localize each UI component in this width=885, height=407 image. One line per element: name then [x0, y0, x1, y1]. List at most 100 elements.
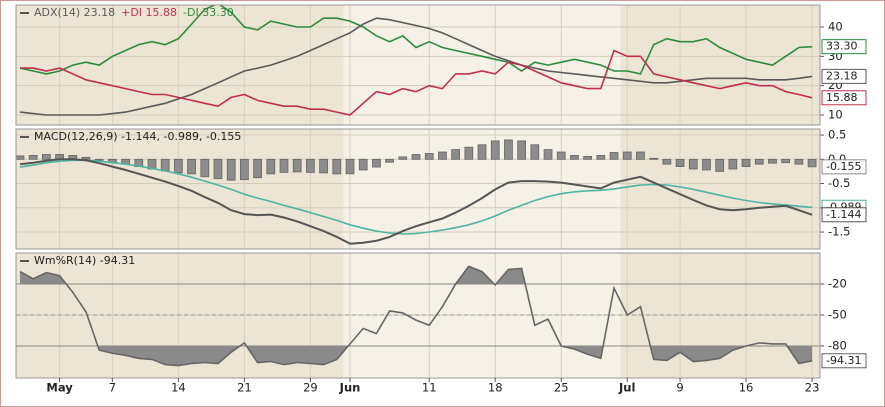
y-tick-label: -50 [828, 307, 847, 321]
x-tick-label: 29 [303, 381, 318, 395]
legend-entry: -DI 33.30 [183, 6, 234, 19]
histogram-bar [213, 158, 223, 180]
histogram-bar [702, 158, 711, 171]
last-value-box [821, 159, 867, 175]
y-tick-label: 10 [828, 108, 843, 122]
histogram-bar [358, 158, 368, 171]
histogram-bar [160, 158, 170, 172]
legend-text: MACD(12,26,9) -1.144, -0.989, -0.155 [34, 130, 241, 143]
histogram-bar [794, 158, 804, 165]
histogram-bar [609, 152, 619, 160]
histogram-bar [319, 158, 328, 174]
histogram-bar [424, 153, 434, 160]
plot [19, 5, 813, 116]
y-tick-label: -0.5 [828, 176, 850, 190]
panel: 0.50.0-0.5-1.0-1.5-0.155-0.989-1.144MACD… [15, 128, 867, 250]
histogram-bar [807, 158, 817, 168]
histogram-bar [622, 151, 632, 160]
panel-border [15, 4, 821, 126]
x-tick-label: May [46, 381, 73, 395]
last-value-box [821, 353, 867, 369]
legend-entry: +DI 15.88 [121, 6, 177, 19]
histogram-bar [728, 158, 738, 170]
histogram-bar [81, 156, 91, 160]
panel-border [15, 128, 821, 250]
last-value-label: -0.155 [826, 160, 861, 173]
x-tick-label: 14 [171, 381, 186, 395]
last-value-label: 15.88 [826, 91, 858, 104]
y-tick-label: 40 [828, 20, 843, 34]
histogram-bar [266, 158, 276, 175]
y-tick-label: -1.5 [828, 225, 850, 239]
histogram-bar [741, 158, 751, 167]
histogram-bar [583, 155, 593, 160]
histogram-bar [570, 155, 579, 160]
histogram-bar [649, 157, 659, 160]
histogram-bar [517, 140, 526, 160]
histogram-bar [754, 158, 764, 165]
series-line [19, 17, 813, 116]
histogram-bar [345, 158, 355, 175]
series-line [19, 158, 813, 245]
histogram-bar [675, 158, 685, 167]
x-tick-label: 18 [488, 381, 503, 395]
histogram-bar [292, 158, 302, 173]
x-tick-label: 23 [805, 381, 820, 395]
x-tick-label: 16 [739, 381, 754, 395]
y-tick-label: -20 [828, 276, 847, 290]
histogram-bar [438, 151, 447, 160]
histogram-bar [688, 158, 698, 170]
histogram-bar [226, 158, 236, 181]
histogram-bar [411, 154, 421, 160]
histogram-bar [306, 158, 315, 173]
histogram-bar [556, 151, 566, 160]
overbought-fill [19, 266, 526, 284]
panel-border [15, 252, 821, 379]
panel: -20 -50 -80 -94.31 Wm%R(14) -94.31 May 7 14 21 29… [15, 252, 867, 395]
last-value-label: -1.144 [826, 208, 861, 221]
x-tick-label: Jul [618, 381, 635, 395]
histogram-bar [662, 158, 672, 165]
histogram-bar [398, 156, 408, 160]
series-line [19, 5, 813, 75]
histogram-bar [240, 158, 249, 181]
histogram-bar [16, 155, 25, 160]
histogram-bar [279, 158, 289, 173]
histogram-bar [477, 144, 487, 160]
month-shade [16, 129, 344, 249]
legend: Wm%R(14) -94.31 [34, 254, 135, 267]
histogram-bar [504, 139, 513, 160]
y-tick-label: -80 [828, 338, 847, 352]
last-value-label: 23.18 [826, 69, 858, 82]
last-value-label: 33.30 [826, 40, 858, 53]
last-value-box [821, 90, 867, 106]
histogram-bar [596, 155, 606, 160]
month-shade [620, 129, 820, 249]
legend-text: Wm%R(14) -94.31 [34, 254, 135, 267]
histogram-bar [253, 158, 262, 179]
histogram-bar [768, 158, 777, 164]
histogram-bar [200, 158, 210, 178]
legend: MACD(12,26,9) -1.144, -0.989, -0.155 [34, 130, 241, 143]
last-value-box [821, 207, 867, 223]
month-shade [620, 5, 820, 125]
histogram-bar [332, 158, 342, 175]
histogram-bar [94, 158, 104, 161]
series-line [19, 159, 813, 235]
x-tick-label: 21 [237, 381, 252, 395]
y-tick-label: 0.5 [828, 128, 846, 142]
histogram-bar [530, 144, 540, 160]
histogram-bar [781, 158, 791, 164]
last-value-box [821, 39, 867, 55]
histogram-bar [372, 158, 381, 168]
series-line [19, 265, 813, 367]
plot [16, 139, 817, 245]
histogram-bar [451, 149, 460, 160]
legend-entry: ADX(14) 23.18 [34, 6, 115, 19]
histogram-bar [187, 158, 196, 175]
histogram-bar [464, 146, 474, 160]
month-shade [620, 253, 820, 378]
plot [16, 265, 820, 367]
